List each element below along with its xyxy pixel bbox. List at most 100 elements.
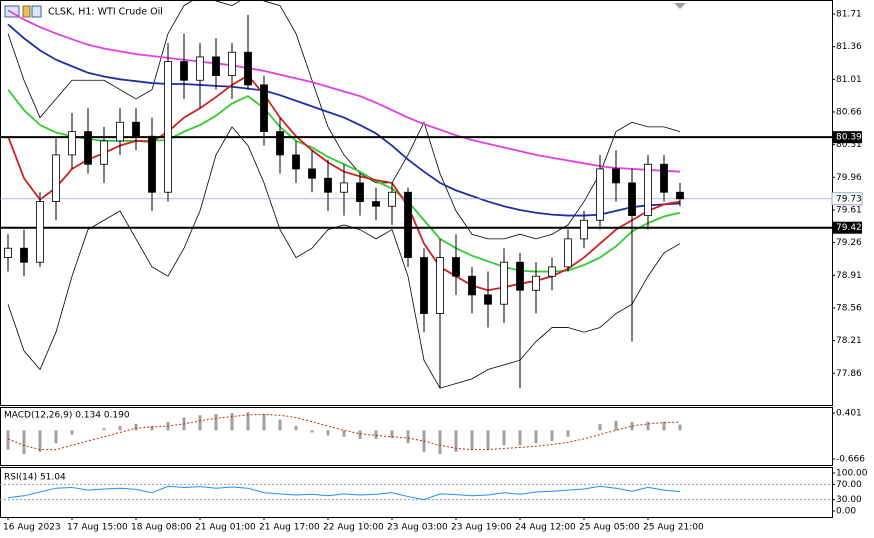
candle-body [644, 163, 652, 216]
price-box [831, 192, 863, 206]
x-tick-label: 18 Aug 08:00 [131, 523, 192, 533]
level-label: 79.42 [836, 223, 862, 233]
x-tick-label: 23 Aug 03:00 [387, 523, 448, 533]
candle-body [68, 131, 76, 156]
macd-bar [134, 423, 138, 431]
candle-body [292, 154, 300, 170]
candle-body [100, 140, 108, 165]
candle-body [164, 61, 172, 193]
x-tick-label: 24 Aug 12:00 [515, 523, 576, 533]
candle-body [324, 177, 332, 193]
macd-bar [70, 430, 74, 435]
candle-body [228, 51, 236, 76]
macd-bar [518, 430, 522, 446]
candle-body [212, 56, 220, 76]
macd-bar [406, 430, 410, 444]
y-tick-label: 70.00 [836, 480, 862, 490]
candle-body [548, 266, 556, 277]
indicator-line [7, 0, 681, 240]
macd-bar [502, 430, 506, 446]
macd-bar [310, 430, 314, 433]
macd-bar [198, 415, 202, 431]
candle-body [84, 131, 92, 165]
y-tick-label: 0.401 [836, 409, 862, 419]
macd-bar [390, 430, 394, 439]
indicator-line [7, 9, 681, 173]
macd-bar [630, 421, 634, 431]
y-tick-label: -0.666 [836, 454, 865, 464]
candle-body [660, 163, 668, 193]
y-tick-label: 30.00 [836, 495, 862, 505]
toolbar-icons[interactable] [4, 5, 42, 18]
candle-body [484, 294, 492, 305]
macd-bar [374, 430, 378, 439]
price-label: 79.73 [836, 194, 862, 204]
macd-bar [6, 430, 10, 450]
y-tick-label: 81.01 [836, 75, 862, 85]
candle-body [340, 182, 348, 193]
x-tick-label: 16 Aug 2023 [3, 523, 61, 533]
candle-body [276, 131, 284, 156]
macd-bar [118, 426, 122, 431]
macd-bar [342, 430, 346, 437]
chart-title: CLSK, H1: WTI Crude Oil [48, 7, 163, 18]
candle-body [676, 191, 684, 200]
shift-marker [674, 3, 686, 9]
candle-body [564, 238, 572, 268]
y-tick-label: 80.66 [836, 107, 862, 117]
y-tick-label: 0.00 [836, 506, 856, 516]
macd-bar [662, 421, 666, 431]
candle-body [580, 219, 588, 240]
level-label: 80.39 [836, 133, 862, 143]
macd-bar [598, 423, 602, 431]
y-tick-label: 80.31 [836, 140, 862, 150]
y-tick-label: 81.36 [836, 42, 862, 52]
x-tick-label: 25 Aug 21:00 [643, 523, 704, 533]
y-tick-label: 78.56 [836, 303, 862, 313]
x-tick-label: 21 Aug 01:00 [195, 523, 256, 533]
indicator-line [7, 23, 681, 217]
macd-bar [294, 426, 298, 431]
icon[interactable] [4, 5, 20, 18]
candle-body [356, 182, 364, 202]
candle-body [132, 121, 140, 137]
y-tick-label: 79.96 [836, 173, 862, 183]
candle-body [516, 261, 524, 291]
macd-bar [54, 430, 58, 444]
macd-bar [550, 430, 554, 442]
icon[interactable] [22, 5, 31, 18]
candle-body [4, 247, 12, 258]
macd-bar [246, 412, 250, 431]
candle-body [452, 257, 460, 277]
candle-body [372, 201, 380, 207]
candle-body [36, 201, 44, 263]
icon[interactable] [31, 5, 42, 18]
macd-bar [150, 426, 154, 431]
candle-body [196, 56, 204, 81]
candle-body [388, 191, 396, 207]
macd-bar [438, 430, 442, 454]
candle-body [420, 257, 428, 314]
x-tick-label: 17 Aug 15:00 [67, 523, 128, 533]
macd-bar [262, 413, 266, 431]
macd-bar [214, 413, 218, 431]
level-box [832, 131, 862, 144]
candle-body [468, 275, 476, 296]
macd-bar [454, 430, 458, 452]
x-tick-label: 23 Aug 19:00 [451, 523, 512, 533]
macd-bar [534, 430, 538, 444]
y-tick-label: 79.26 [836, 238, 862, 248]
candle-body [116, 121, 124, 142]
candle-body [436, 257, 444, 314]
macd-pane [0, 407, 833, 466]
y-tick-label: 77.86 [836, 369, 862, 379]
y-tick-label: 78.91 [836, 271, 862, 281]
macd-bar [102, 428, 106, 431]
x-tick-label: 22 Aug 10:00 [323, 523, 384, 533]
candle-body [404, 191, 412, 258]
indicator-line [7, 126, 681, 389]
y-tick-label: 100.00 [836, 469, 868, 479]
macd-bar [614, 420, 618, 431]
y-tick-label: 78.21 [836, 336, 862, 346]
